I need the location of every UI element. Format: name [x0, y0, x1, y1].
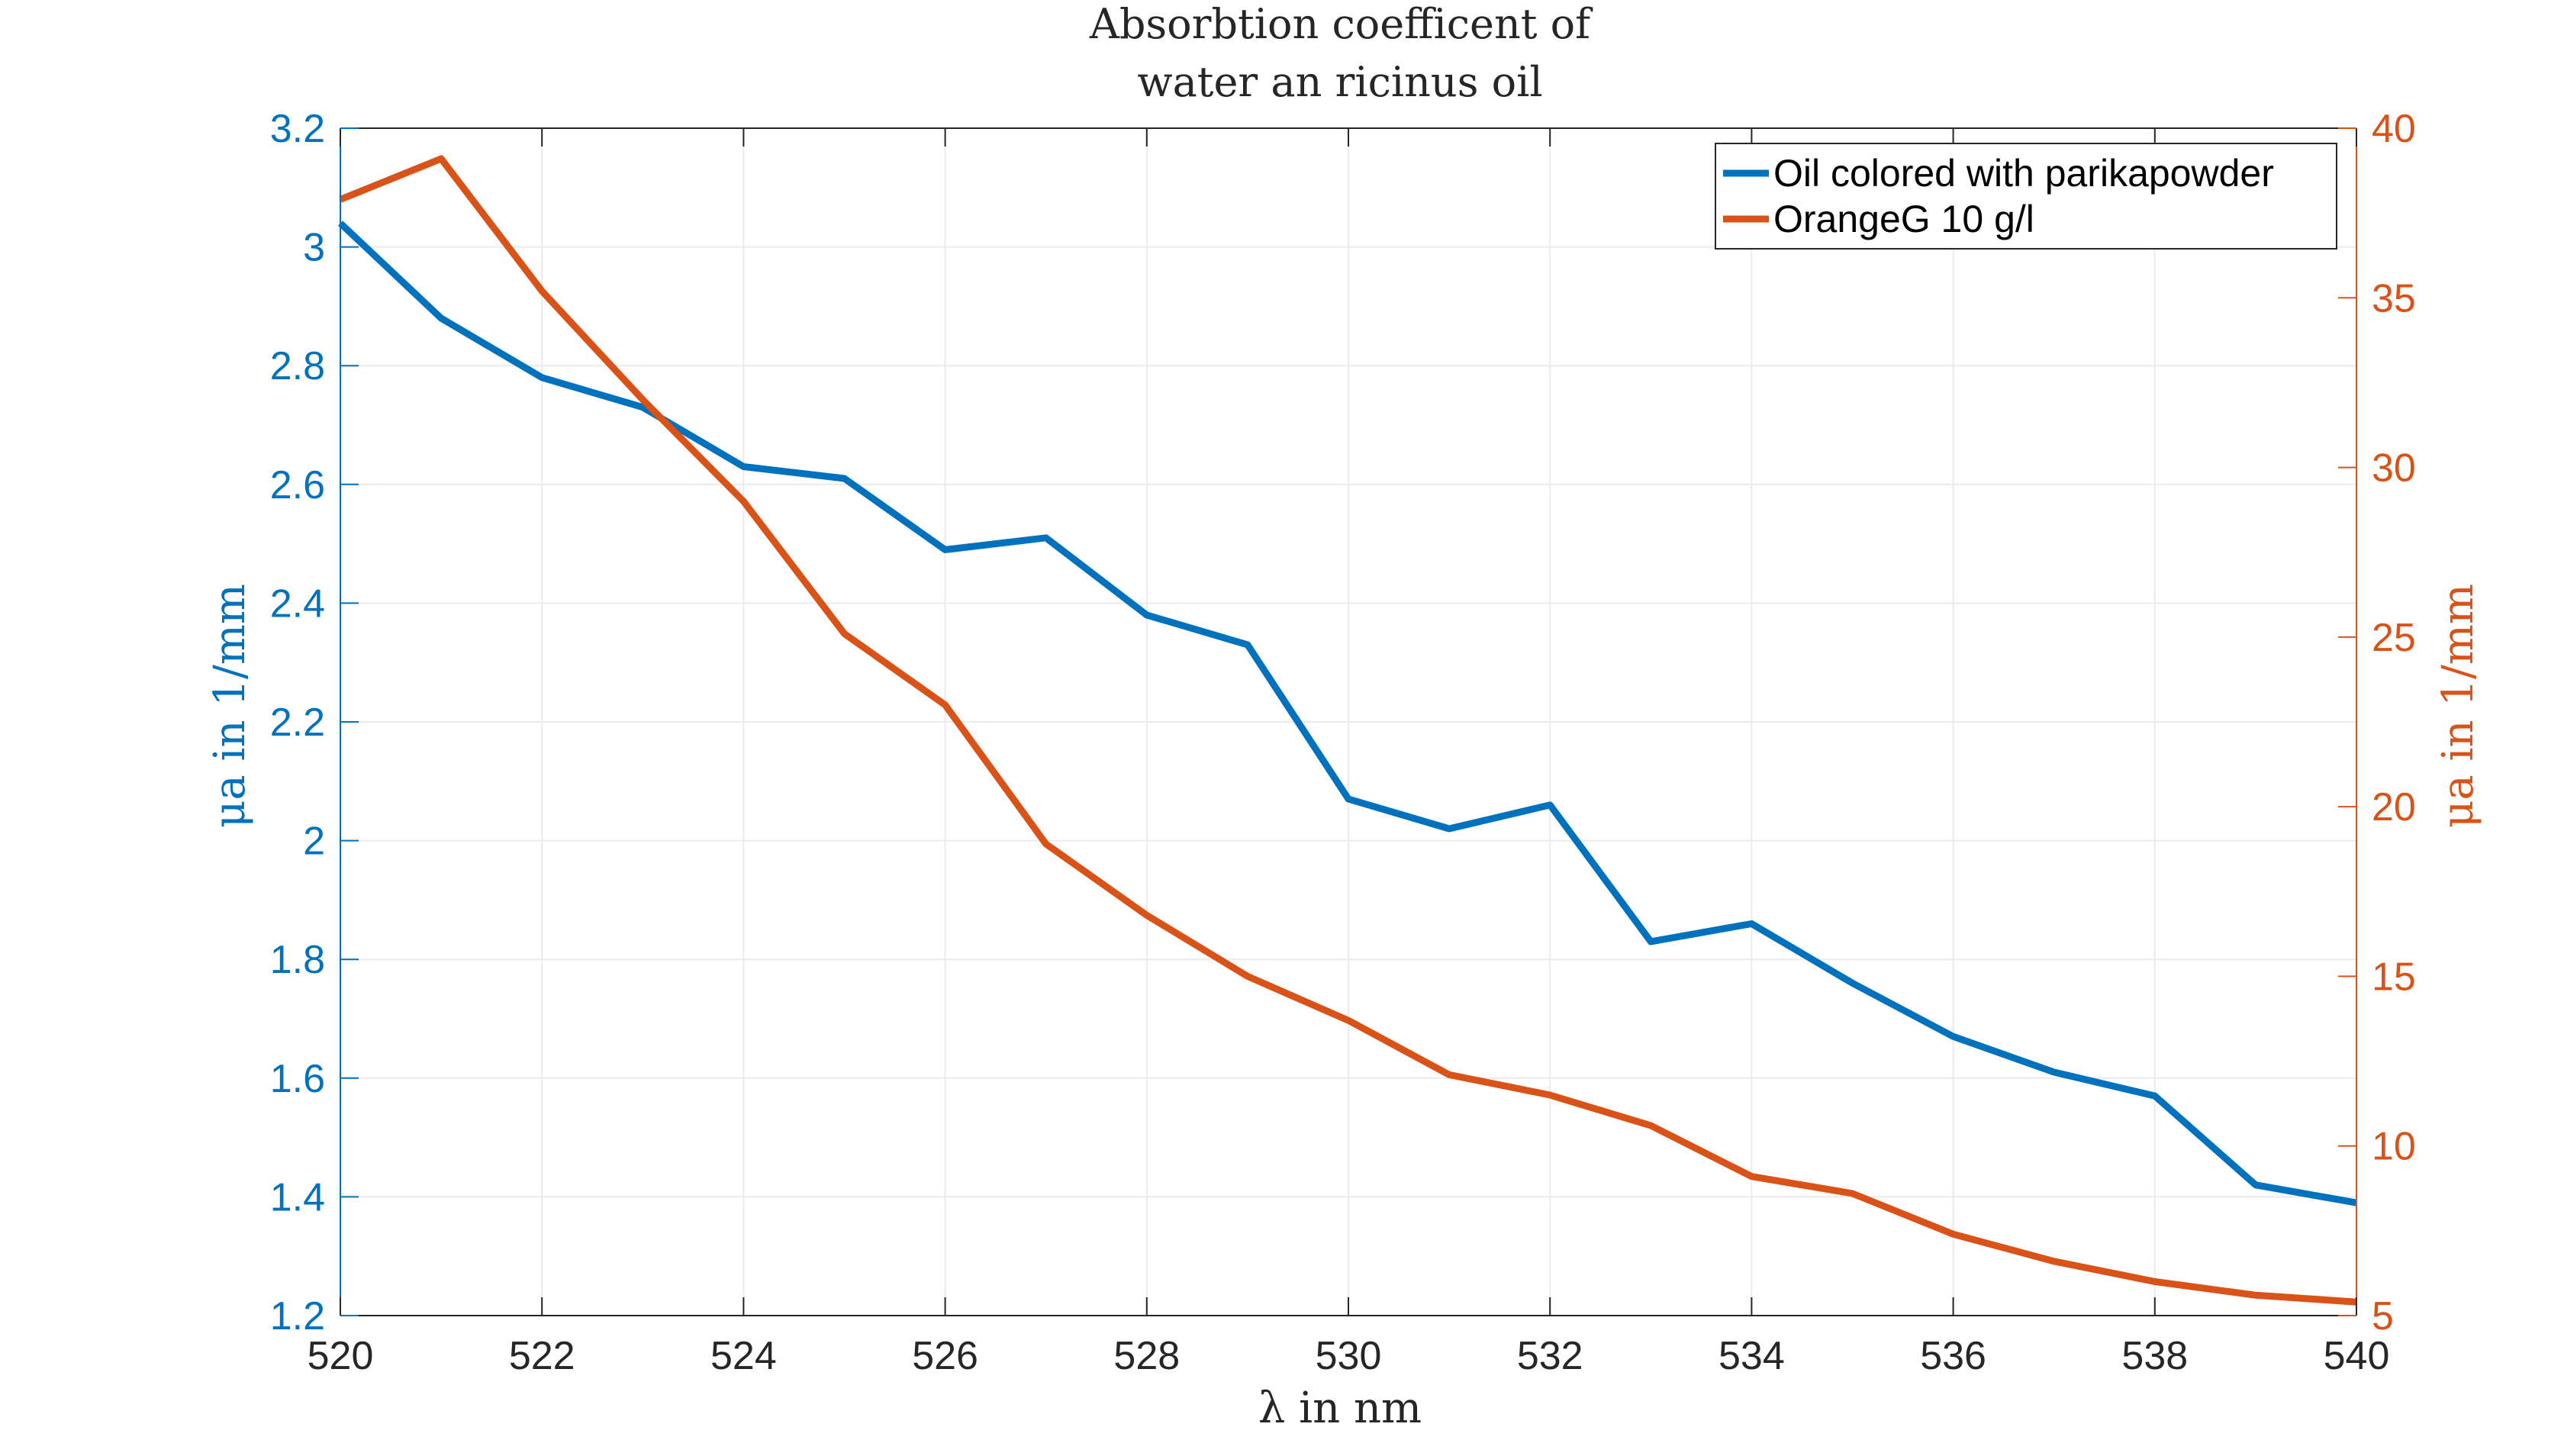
x-tick-label: 534 — [1718, 1334, 1785, 1378]
y-tick-label-left: 2 — [303, 820, 325, 864]
series-1-point-4 — [742, 466, 744, 467]
series-2-point-11 — [1448, 1074, 1450, 1075]
series-2-point-4 — [742, 501, 744, 502]
series-1-point-9 — [1247, 644, 1248, 646]
y-tick-label-right: 15 — [2372, 955, 2416, 999]
y-tick-label-right: 30 — [2372, 446, 2416, 491]
series-1-point-5 — [844, 478, 845, 479]
series-1-point-8 — [1146, 614, 1148, 616]
chart-title-line-1: Absorbtion coefficent of — [1089, 0, 1593, 48]
series-2-point-16 — [1953, 1233, 1954, 1235]
y-tick-label-right: 35 — [2372, 276, 2416, 321]
series-2-point-10 — [1348, 1020, 1349, 1021]
legend: Oil colored with parikapowder OrangeG 10… — [1715, 143, 2337, 250]
x-axis-label: λ in nm — [1258, 1384, 1422, 1433]
y-tick-label-left: 2.4 — [270, 581, 325, 626]
y-tick-label-left: 1.4 — [270, 1175, 325, 1219]
y-axis-label-left: μa in 1/mm — [205, 584, 255, 828]
series-2-point-5 — [844, 633, 845, 634]
series-2-point-9 — [1247, 975, 1248, 977]
series-1-point-10 — [1348, 798, 1349, 800]
series-1-point-12 — [1549, 804, 1551, 806]
x-tick-label: 538 — [2121, 1334, 2188, 1378]
x-tick-label: 532 — [1517, 1334, 1583, 1378]
grid — [340, 127, 2357, 1316]
y-tick-label-left: 1.2 — [270, 1294, 325, 1338]
series-2-point-15 — [1852, 1193, 1853, 1194]
legend-label-series-2: OrangeG 10 g/l — [1773, 198, 2034, 240]
series-2-point-7 — [1045, 843, 1047, 845]
y-tick-label-left: 1.6 — [270, 1057, 325, 1101]
x-tick-label: 526 — [912, 1334, 978, 1378]
y-tick-label-left: 3.2 — [270, 107, 325, 151]
x-tick-label: 524 — [710, 1334, 777, 1378]
chart-title-line-2: water an ricinus oil — [1137, 58, 1542, 106]
y-tick-label-left: 1.8 — [270, 938, 325, 982]
y-tick-label-right: 25 — [2372, 616, 2416, 660]
y-tick-label-right: 20 — [2372, 785, 2416, 829]
series-2-point-18 — [2154, 1281, 2156, 1282]
series-2-point-12 — [1549, 1094, 1551, 1096]
series-2-point-14 — [1751, 1176, 1752, 1177]
y-tick-label-right: 40 — [2372, 107, 2416, 151]
y-axis-label-right: μa in 1/mm — [2434, 584, 2483, 828]
x-tick-label: 520 — [308, 1334, 374, 1378]
series-1-point-2 — [541, 377, 543, 378]
y-tick-label-right: 5 — [2372, 1294, 2394, 1338]
series-2-point-19 — [2255, 1294, 2256, 1296]
x-tick-label: 522 — [509, 1334, 575, 1378]
series-1-point-19 — [2255, 1184, 2256, 1186]
series-1-point-15 — [1852, 982, 1853, 984]
series-1-point-18 — [2154, 1095, 2156, 1097]
legend-label-series-1: Oil colored with parikapowder — [1773, 152, 2274, 195]
y-tick-label-left: 2.8 — [270, 344, 325, 388]
series-2-point-2 — [541, 290, 543, 292]
series-1-point-1 — [440, 317, 442, 319]
y-tick-label-left: 2.6 — [270, 463, 325, 507]
ticks: 520 522 524 526 528 530 532 534 536 538 5401.21.41… — [270, 107, 2416, 1378]
x-tick-label: 530 — [1316, 1334, 1382, 1378]
y-tick-label-left: 3 — [303, 226, 325, 270]
y-tick-label-right: 10 — [2372, 1125, 2416, 1169]
series-1-point-14 — [1751, 923, 1752, 924]
x-tick-label: 528 — [1113, 1334, 1180, 1378]
series-2-point-8 — [1146, 914, 1148, 916]
series-1-point-16 — [1953, 1036, 1954, 1037]
series-1-point-17 — [2053, 1071, 2055, 1073]
x-tick-label: 540 — [2324, 1334, 2390, 1378]
y-tick-label-left: 2.2 — [270, 701, 325, 745]
series-1-point-7 — [1045, 537, 1047, 539]
legend-box — [1715, 143, 2337, 250]
x-tick-label: 536 — [1920, 1334, 1986, 1378]
